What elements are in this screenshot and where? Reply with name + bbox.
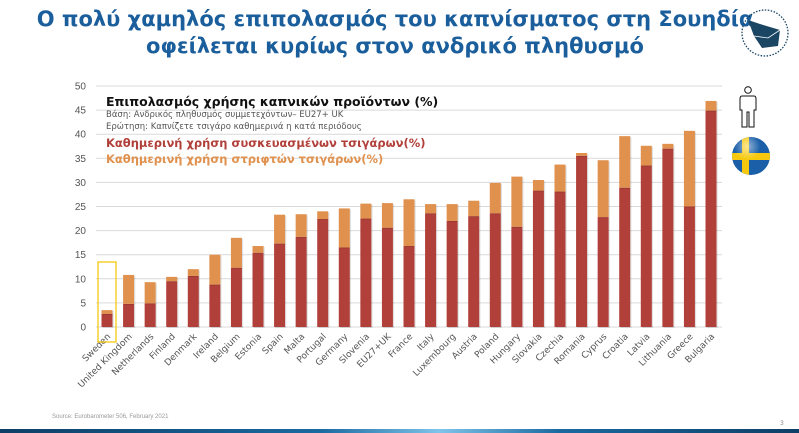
x-tick-label: Spain xyxy=(261,332,286,357)
bar-packaged-Netherlands xyxy=(144,303,156,327)
bar-packaged-Czechia xyxy=(554,191,566,327)
y-tick-label: 50 xyxy=(75,82,87,93)
bar-rolled-Greece xyxy=(683,130,695,207)
bar-packaged-Estonia xyxy=(252,252,264,327)
bar-rolled-Slovakia xyxy=(532,179,544,191)
x-tick-label: France xyxy=(387,332,416,361)
bar-packaged-Cyprus xyxy=(597,217,609,327)
bar-rolled-Austria xyxy=(468,200,480,217)
bar-packaged-Belgium xyxy=(230,267,242,327)
y-tick-label: 40 xyxy=(75,130,87,141)
chart-legend: Επιπολασμός χρήσης καπνικών προϊόντων (%… xyxy=(106,94,438,167)
y-tick-label: 5 xyxy=(80,298,86,309)
bar-packaged-Denmark xyxy=(187,275,199,327)
y-tick-label: 25 xyxy=(75,202,87,213)
bar-rolled-Italy xyxy=(425,204,437,214)
bar-rolled-Poland xyxy=(489,182,501,214)
bar-rolled-Slovenia xyxy=(360,203,372,219)
male-person-icon xyxy=(739,86,757,128)
bar-packaged-Luxembourg xyxy=(446,220,458,327)
bar-rolled-Luxembourg xyxy=(446,204,458,221)
chart-subtitle-question: Ερώτηση: Καπνίζετε τσιγάρο καθημερινά η … xyxy=(106,122,362,132)
legend-packaged: Καθημερινή χρήση συσκευασμένων τσιγάρων(… xyxy=(106,136,426,150)
bar-packaged-Austria xyxy=(468,216,480,327)
bar-rolled-Czechia xyxy=(554,164,566,192)
bar-packaged-Finland xyxy=(166,281,178,327)
title-line-2: οφείλεται κυρίως στον ανδρικό πληθυσμό xyxy=(146,34,644,58)
bar-rolled-Netherlands xyxy=(144,282,156,304)
bar-rolled-Cyprus xyxy=(597,160,609,218)
bar-packaged-Malta xyxy=(295,236,307,327)
y-tick-label: 0 xyxy=(80,323,86,334)
bar-packaged-Slovenia xyxy=(360,218,372,327)
chart-subtitle-base: Βάση: Ανδρικός πληθυσμός συμμετεχόντων– … xyxy=(106,110,344,120)
page-title: Ο πολύ χαμηλός επιπολασμός του καπνίσματ… xyxy=(0,6,790,60)
bar-rolled-Latvia xyxy=(640,145,652,166)
bottom-decorative-bar xyxy=(0,429,799,433)
y-tick-label: 45 xyxy=(75,106,87,117)
bar-packaged-Poland xyxy=(489,213,501,327)
bar-packaged-Italy xyxy=(425,213,437,327)
bar-rolled-Sweden xyxy=(101,310,113,314)
bar-packaged-Spain xyxy=(274,243,286,327)
y-tick-label: 35 xyxy=(75,154,87,165)
bar-packaged-Lithuania xyxy=(662,148,674,327)
bar-rolled-Portugal xyxy=(317,211,329,220)
bar-packaged-Romania xyxy=(576,155,588,327)
bar-packaged-Greece xyxy=(683,206,695,327)
y-tick-label: 20 xyxy=(75,226,87,237)
y-tick-label: 30 xyxy=(75,178,87,189)
bar-packaged-Portugal xyxy=(317,219,329,327)
origami-bird-logo-icon xyxy=(741,9,789,57)
bar-packaged-Germany xyxy=(338,247,350,327)
page-number: 3 xyxy=(780,420,784,427)
bar-packaged-Bulgaria xyxy=(705,110,717,327)
y-tick-label: 15 xyxy=(75,250,87,261)
sweden-highlight-box xyxy=(97,261,117,343)
bar-rolled-Denmark xyxy=(187,269,199,276)
bar-rolled-France xyxy=(403,199,415,247)
bar-packaged-Latvia xyxy=(640,165,652,327)
bar-rolled-Finland xyxy=(166,276,178,282)
bar-packaged-Croatia xyxy=(619,187,631,327)
bar-rolled-EU27+UK xyxy=(381,203,393,228)
bar-packaged-France xyxy=(403,246,415,327)
bar-packaged-United Kingdom xyxy=(123,303,135,327)
bar-packaged-EU27+UK xyxy=(381,227,393,327)
bar-packaged-Sweden xyxy=(101,313,113,327)
source-note: Source: Eurobarometer 506, February 2021 xyxy=(52,414,169,420)
bar-rolled-Hungary xyxy=(511,176,523,227)
title-line-1: Ο πολύ χαμηλός επιπολασμός του καπνίσματ… xyxy=(36,7,754,31)
legend-rolled: Καθημερινή χρήση στριφτών τσιγάρων(%) xyxy=(106,152,384,166)
bar-rolled-Croatia xyxy=(619,136,631,188)
bar-rolled-Romania xyxy=(576,152,588,156)
bar-packaged-Ireland xyxy=(209,284,221,327)
bar-packaged-Slovakia xyxy=(532,190,544,327)
bar-rolled-Malta xyxy=(295,214,307,237)
sweden-flag-icon xyxy=(732,137,770,175)
bar-rolled-United Kingdom xyxy=(123,274,135,304)
bar-rolled-Germany xyxy=(338,208,350,248)
bar-rolled-Lithuania xyxy=(662,143,674,149)
bar-rolled-Belgium xyxy=(230,237,242,268)
bar-rolled-Bulgaria xyxy=(705,100,717,111)
y-tick-label: 10 xyxy=(75,274,87,285)
chart-title: Επιπολασμός χρήσης καπνικών προϊόντων (%… xyxy=(106,94,439,109)
bar-packaged-Hungary xyxy=(511,226,523,327)
bar-rolled-Estonia xyxy=(252,246,264,253)
bar-rolled-Spain xyxy=(274,214,286,244)
bar-rolled-Ireland xyxy=(209,254,221,285)
